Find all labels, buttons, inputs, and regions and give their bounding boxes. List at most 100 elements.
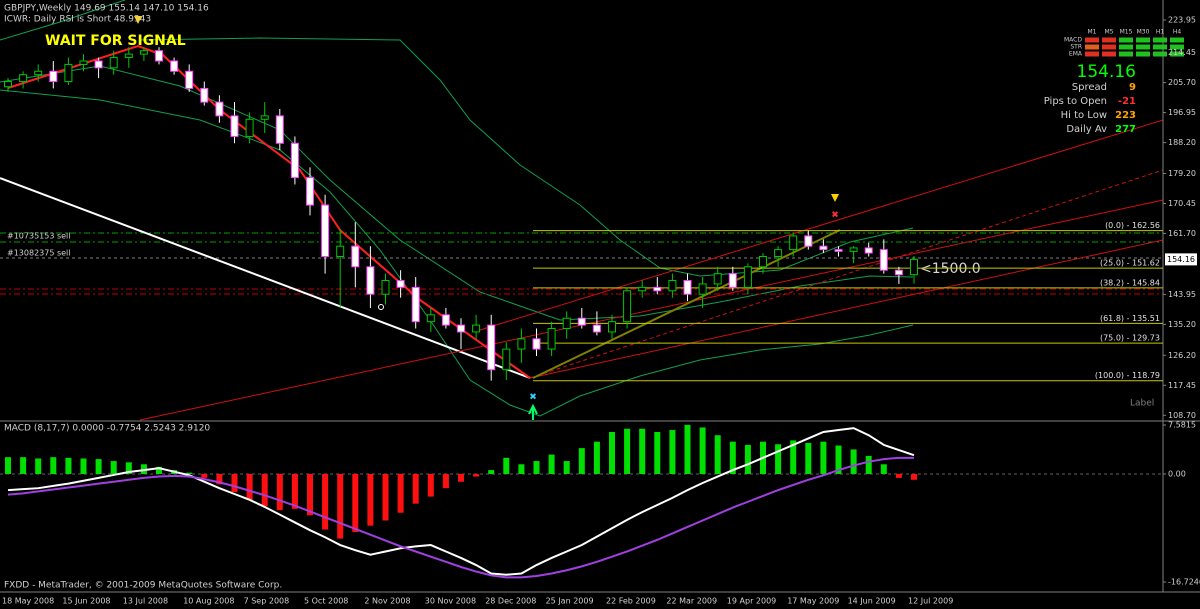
arrow-down <box>831 194 839 202</box>
macd-bar <box>307 473 313 516</box>
candle-body <box>245 118 254 137</box>
signal-cell <box>1102 51 1116 57</box>
candle-body <box>94 60 103 69</box>
macd-bar <box>156 466 162 474</box>
candle-body <box>457 324 465 333</box>
fib-label: (100.0) - 118.79 <box>1095 371 1160 380</box>
macd-line <box>7 427 915 576</box>
x-tick-label: 28 Dec 2008 <box>485 597 536 606</box>
candle-body <box>562 317 571 330</box>
candle-body <box>910 258 918 276</box>
y-tick-label: 214.45 <box>1168 48 1196 57</box>
signal-cell <box>1170 51 1184 57</box>
signal-cell <box>1085 51 1099 57</box>
candle-body <box>804 235 813 247</box>
macd-bar <box>684 424 691 474</box>
column-header: H1 <box>1156 29 1165 36</box>
arrow-up <box>528 403 538 420</box>
channel-line <box>479 119 1164 331</box>
macd-bar <box>95 459 102 474</box>
y-tick-label: 196.95 <box>1168 108 1196 117</box>
candle-body <box>713 273 722 285</box>
candle-body <box>728 273 737 288</box>
macd-bar <box>654 431 661 474</box>
x-tick-label: 17 May 2009 <box>787 597 839 606</box>
macd-bar <box>624 428 631 474</box>
drawings: ✖ ✖ <box>0 0 1200 593</box>
fib-label: (25.0) - 151.62 <box>1100 259 1160 268</box>
candle-body <box>306 177 314 206</box>
macd-bar <box>216 473 223 485</box>
macd-bar <box>458 473 464 482</box>
stat-value: 277 <box>1115 124 1136 135</box>
candle-body <box>275 115 284 144</box>
macd-bar <box>790 440 797 474</box>
column-header: M1 <box>1088 29 1097 36</box>
macd-bar <box>593 441 600 474</box>
macd-bar <box>911 473 917 480</box>
signal-cell <box>1136 37 1150 43</box>
macd-bar <box>382 473 389 521</box>
macd-bar <box>563 461 570 474</box>
macd-title: MACD (8,17,7) 0.0000 -0.7754 2.5243 2.91… <box>4 424 210 434</box>
moving-average <box>0 65 914 321</box>
x-tick-label: 22 Feb 2009 <box>606 597 656 606</box>
footer: FXDD - MetaTrader, © 2001-2009 MetaQuote… <box>4 581 282 591</box>
candle-body <box>321 204 330 257</box>
candle-body <box>487 324 496 371</box>
macd-bar <box>609 431 615 474</box>
candle-body <box>653 286 662 292</box>
candle-body <box>4 81 12 88</box>
stat-label: Hi to Low <box>1061 110 1107 121</box>
macd-bar <box>880 464 887 474</box>
marker: ✖ <box>831 211 839 221</box>
candle-body <box>577 317 586 326</box>
candle-body <box>290 142 299 179</box>
candle-body <box>64 63 73 83</box>
macd-bar <box>548 454 555 474</box>
row-label: EMA <box>1069 51 1083 58</box>
candle-body <box>411 286 420 323</box>
candle-body <box>351 245 360 268</box>
signal-cell <box>1170 44 1184 50</box>
candle-body <box>215 101 224 117</box>
candle-body <box>49 70 58 83</box>
macd-bar <box>669 430 676 474</box>
macd-bar <box>352 473 359 533</box>
fib-label: (0.0) - 162.56 <box>1105 221 1160 230</box>
macd-bar <box>367 473 374 526</box>
y-tick-label: 188.20 <box>1168 138 1196 147</box>
macd-bar <box>775 444 782 474</box>
macd-bar <box>80 458 87 474</box>
candle-body <box>170 60 179 72</box>
candle-body <box>698 283 707 295</box>
y-tick-label: 117.45 <box>1168 381 1196 390</box>
regression-line <box>532 229 841 379</box>
signal-cell <box>1153 44 1167 50</box>
channel-line <box>529 239 1164 379</box>
x-tick-label: 5 Oct 2008 <box>304 597 348 606</box>
candle-body <box>34 70 43 76</box>
macd-bar <box>503 457 510 474</box>
candle-body <box>517 338 526 350</box>
macd-bar <box>246 473 253 500</box>
macd-bar <box>412 473 419 504</box>
macd-bar <box>578 448 585 474</box>
fib-label: (38.2) - 145.84 <box>1100 278 1160 287</box>
trend-line <box>0 177 531 379</box>
chart-subtitle: ICWR: Daily RSI is Short 48.9343 <box>4 15 151 25</box>
macd-bar <box>850 449 857 474</box>
x-tick-label: 18 May 2008 <box>2 597 54 606</box>
x-tick-label: 19 Apr 2009 <box>727 597 776 606</box>
candle-body <box>19 74 28 83</box>
macd-bar <box>291 473 298 509</box>
candle-body <box>547 328 556 350</box>
stat-label: Pips to Open <box>1044 96 1107 107</box>
candle-body <box>532 338 541 350</box>
y-tick-label: 126.20 <box>1168 351 1196 360</box>
signal-cell <box>1153 37 1167 43</box>
macd-bar <box>322 473 329 530</box>
x-tick-label: 25 Jan 2009 <box>546 597 594 606</box>
